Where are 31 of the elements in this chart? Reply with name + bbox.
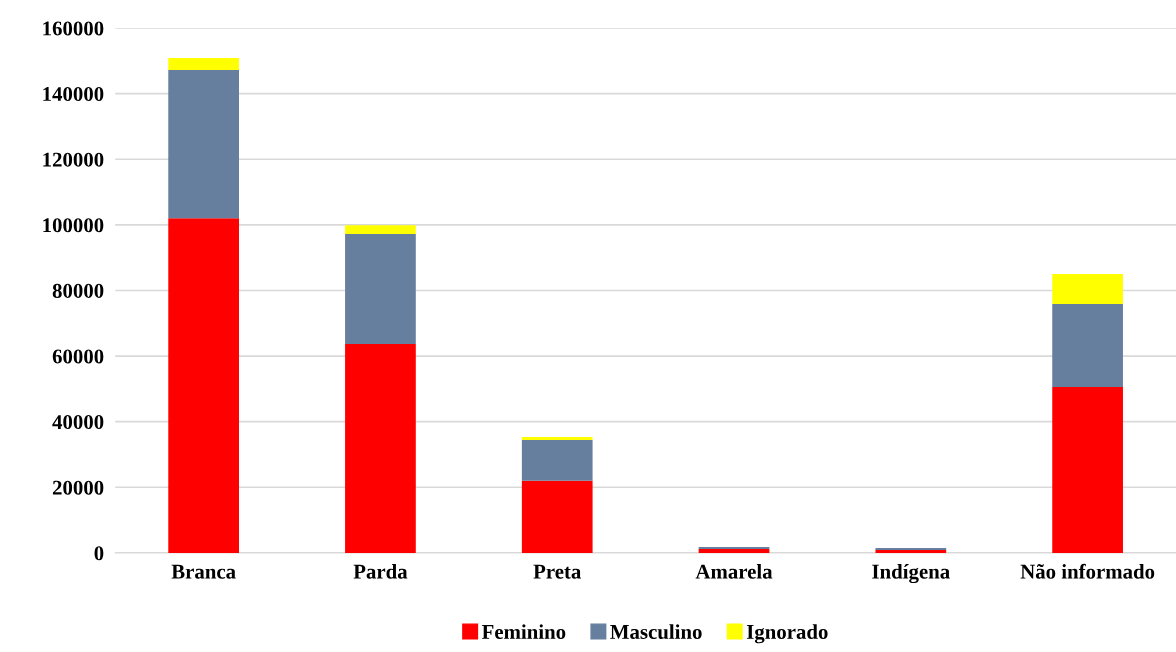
x-tick-label: Parda [353,564,408,579]
bar [1052,274,1123,304]
y-tick-label: 0 [94,546,104,561]
bar [521,440,593,481]
bar [521,437,593,441]
x-tick-label: Não informado [1020,563,1155,579]
bar [698,548,770,553]
y-tick-label: 60000 [52,349,104,364]
bar [168,57,239,71]
y-tick-label: 20000 [52,480,104,495]
x-tick-label: Amarela [695,564,773,579]
legend-label: Ignorado [746,624,828,644]
bar [521,480,593,553]
bar [345,343,416,553]
bar [1052,303,1123,387]
bar [168,70,239,219]
x-tick-label: Indígena [872,564,950,584]
bar [345,225,416,235]
y-tick-label: 140000 [43,87,104,102]
bar [345,234,416,344]
y-tick-label: 40000 [52,415,104,430]
y-tick-label: 160000 [43,21,104,36]
legend-label: Feminino [481,624,566,639]
legend-label: Masculino [610,624,702,639]
y-tick-label: 100000 [43,218,104,233]
y-tick-label: 120000 [43,152,104,167]
x-tick-label: Preta [533,564,582,579]
bar [1052,386,1123,553]
y-tick-label: 80000 [52,283,104,298]
bar [168,218,239,553]
x-tick-label: Branca [171,564,236,579]
